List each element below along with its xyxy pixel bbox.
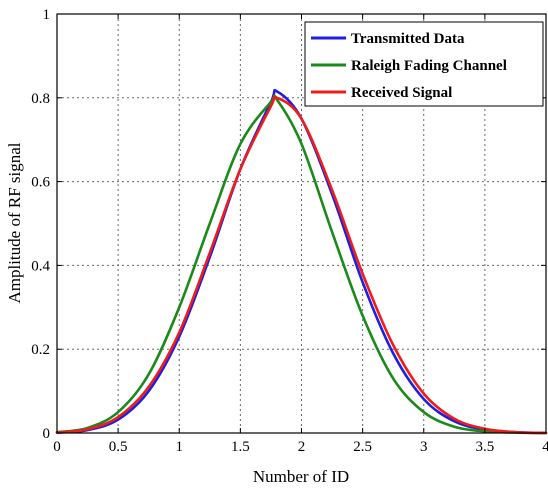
legend-entry-transmitted-data: Transmitted Data <box>351 31 465 47</box>
legend: Transmitted Data Raleigh Fading Channel Re… <box>304 21 544 107</box>
y-tick-label: 0.4 <box>31 258 50 274</box>
x-tick-label: 3 <box>420 439 428 455</box>
series-line-received-signal <box>55 95 548 435</box>
x-tick-label: 2.5 <box>353 439 372 455</box>
y-tick-labels: 0 0.2 0.4 0.6 0.8 1 <box>31 7 50 442</box>
x-tick-labels: 0 0.5 1 1.5 2 2.5 3 3.5 4 <box>53 439 548 455</box>
series-lines <box>55 88 548 435</box>
y-tick-label: 0 <box>43 426 51 442</box>
y-tick-label: 1 <box>43 7 51 23</box>
y-tick-label: 0.2 <box>31 342 50 358</box>
y-axis-label: Amplitude of RF signal <box>5 142 24 303</box>
legend-entry-raleigh-fading-channel: Raleigh Fading Channel <box>351 58 507 74</box>
legend-entry-received-signal: Received Signal <box>351 85 452 101</box>
x-tick-label: 3.5 <box>476 439 495 455</box>
x-tick-label: 0 <box>53 439 61 455</box>
y-tick-label: 0.8 <box>31 91 50 107</box>
grid <box>57 14 546 433</box>
x-tick-label: 2 <box>298 439 306 455</box>
x-axis-label: Number of ID <box>253 467 349 486</box>
x-tick-label: 4 <box>542 439 548 455</box>
x-tick-label: 0.5 <box>109 439 128 455</box>
x-tick-label: 1.5 <box>231 439 250 455</box>
y-tick-label: 0.6 <box>31 175 50 191</box>
axis-ticks <box>56 13 547 434</box>
x-tick-label: 1 <box>176 439 184 455</box>
series-line-transmitted-data <box>55 88 548 435</box>
series-line-raleigh-fading-channel <box>55 94 548 435</box>
